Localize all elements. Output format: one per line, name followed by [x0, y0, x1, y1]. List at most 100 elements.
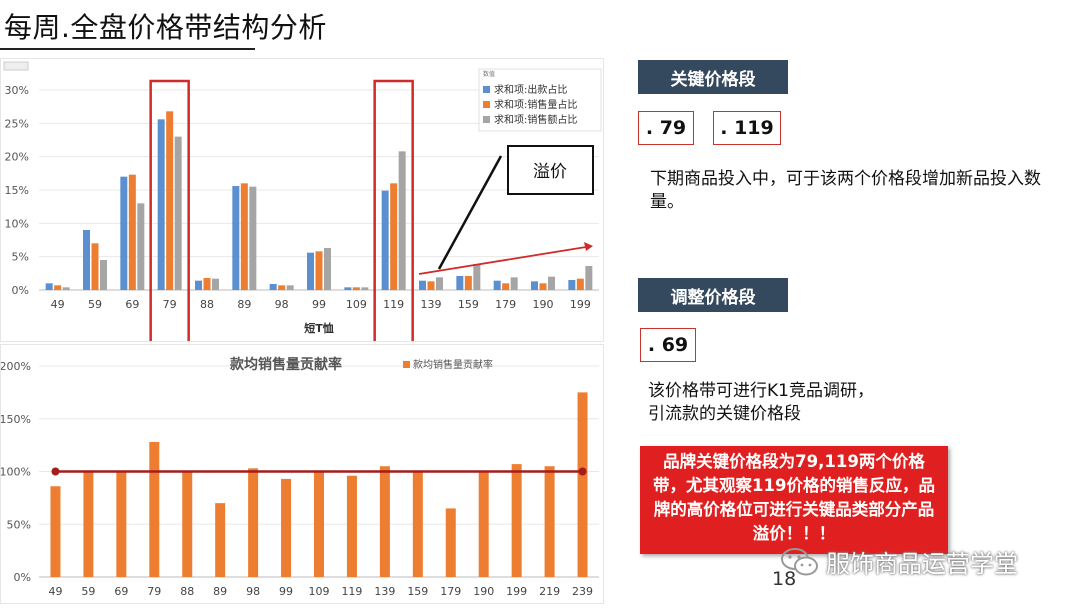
- x-tick-label: 109: [346, 298, 367, 311]
- y-tick-label: 10%: [5, 217, 29, 230]
- adjust-price-description: 该价格带可进行K1竞品调研， 引流款的关键价格段: [648, 380, 1048, 426]
- bar: [539, 283, 547, 290]
- x-tick-label: 190: [533, 298, 554, 311]
- x-tick-label: 99: [279, 585, 293, 598]
- legend-title: 数值: [483, 70, 495, 78]
- x-tick-label: 79: [147, 585, 161, 598]
- bar: [128, 174, 136, 290]
- bar: [576, 278, 584, 290]
- legend-label: 求和项:出款占比: [494, 83, 567, 96]
- legend-label: 款均销售量贡献率: [413, 358, 493, 371]
- bar: [478, 472, 489, 577]
- x-tick-label: 159: [407, 585, 428, 598]
- chart-title: 款均销售量贡献率: [230, 356, 342, 373]
- bar: [493, 280, 501, 290]
- y-tick-label: 0%: [14, 571, 31, 584]
- bar: [249, 186, 257, 290]
- bar: [166, 111, 174, 290]
- bar: [54, 285, 62, 290]
- x-tick-label: 89: [237, 298, 251, 311]
- adjust-desc-line-1: 该价格带可进行K1竞品调研，: [648, 381, 874, 401]
- bar: [456, 276, 464, 290]
- x-tick-label: 59: [81, 585, 95, 598]
- x-tick-label: 119: [383, 298, 404, 311]
- x-tick-label: 219: [539, 585, 560, 598]
- bar: [286, 285, 294, 290]
- bar: [314, 470, 324, 577]
- bar: [412, 470, 423, 577]
- bar: [240, 183, 248, 290]
- key-price-header: 关键价格段: [638, 60, 788, 94]
- bar: [157, 119, 165, 290]
- bar: [269, 284, 277, 290]
- bar: [577, 392, 588, 577]
- bar: [195, 280, 202, 290]
- legend-swatch: [483, 86, 490, 93]
- watermark-text: 服饰商品运营学堂: [826, 550, 1018, 578]
- bar: [281, 478, 292, 577]
- legend-label: 求和项:销售额占比: [494, 113, 577, 126]
- x-tick-label: 79: [163, 298, 177, 311]
- x-tick-label: 239: [572, 585, 593, 598]
- x-tick-label: 190: [473, 585, 494, 598]
- x-tick-label: 139: [421, 298, 442, 311]
- bar: [45, 283, 53, 290]
- contribution-chart-svg: 0% 50% 100% 150% 200% 49 59 69 79 88 89 98 99 109 119 1…: [0, 335, 599, 598]
- legend-swatch: [483, 101, 490, 108]
- reference-marker: [578, 467, 587, 476]
- bar: [502, 283, 510, 290]
- bar: [182, 471, 193, 577]
- x-tick-label: 199: [506, 585, 527, 598]
- bar: [346, 475, 357, 577]
- key-value-119: . 119: [713, 111, 781, 145]
- y-tick-label: 15%: [5, 184, 29, 197]
- bar: [419, 280, 426, 290]
- bar: [83, 470, 94, 577]
- filter-button: [3, 61, 29, 71]
- bar: [137, 203, 145, 290]
- legend-swatch: [403, 361, 410, 368]
- bar: [324, 248, 331, 290]
- bar: [568, 280, 576, 290]
- y-tick-label: 25%: [5, 117, 29, 130]
- x-tick-label: 109: [309, 585, 330, 598]
- x-tick-label: 139: [374, 585, 395, 598]
- bar: [379, 466, 390, 577]
- bar: [544, 466, 555, 577]
- bar: [427, 281, 435, 290]
- bar: [307, 252, 314, 290]
- bar: [464, 276, 472, 290]
- annotation-pointer: [437, 155, 503, 270]
- contribution-chart: 0% 50% 100% 150% 200% 49 59 69 79 88 89 98 99 109 119 1…: [0, 335, 604, 604]
- annotation-box: [507, 145, 594, 195]
- bar: [548, 276, 555, 290]
- bar: [390, 183, 398, 290]
- x-tick-label: 69: [125, 298, 139, 311]
- x-tick-label: 88: [200, 298, 214, 311]
- wechat-icon: [781, 547, 818, 575]
- y-tick-label: 100%: [1, 466, 31, 479]
- x-tick-label: 98: [246, 585, 260, 598]
- price-band-chart-svg: 0% 5% 10% 15% 20% 25% 30% 49 59 69 79 88 89 98 99 109 11…: [3, 61, 602, 345]
- bar: [531, 281, 538, 290]
- x-tick-label: 179: [440, 585, 461, 598]
- title-underline: [0, 48, 255, 50]
- y-tick-label: 30%: [5, 84, 29, 97]
- legend-label: 求和项:销售量占比: [494, 98, 577, 111]
- y-tick-label: 0%: [12, 284, 29, 297]
- brand-key-note: 品牌关键价格段为79,119两个价格带，尤其观察119价格的销售反应，品牌的高价…: [640, 446, 948, 554]
- legend-swatch: [483, 116, 490, 123]
- y-tick-label: 50%: [7, 518, 31, 531]
- bar: [174, 136, 182, 290]
- x-tick-label: 88: [180, 585, 194, 598]
- x-tick-label: 89: [213, 585, 227, 598]
- bar: [473, 264, 481, 290]
- key-price-description: 下期商品投入中，可于该两个价格段增加新品投入数量。: [650, 169, 1041, 212]
- bar: [585, 266, 593, 290]
- trend-arrow-line: [418, 246, 587, 275]
- y-tick-label: 150%: [1, 413, 31, 426]
- key-value-79: . 79: [638, 111, 694, 145]
- bar: [445, 508, 456, 577]
- y-tick-label: 5%: [12, 251, 29, 264]
- trend-arrow-head: [584, 242, 593, 251]
